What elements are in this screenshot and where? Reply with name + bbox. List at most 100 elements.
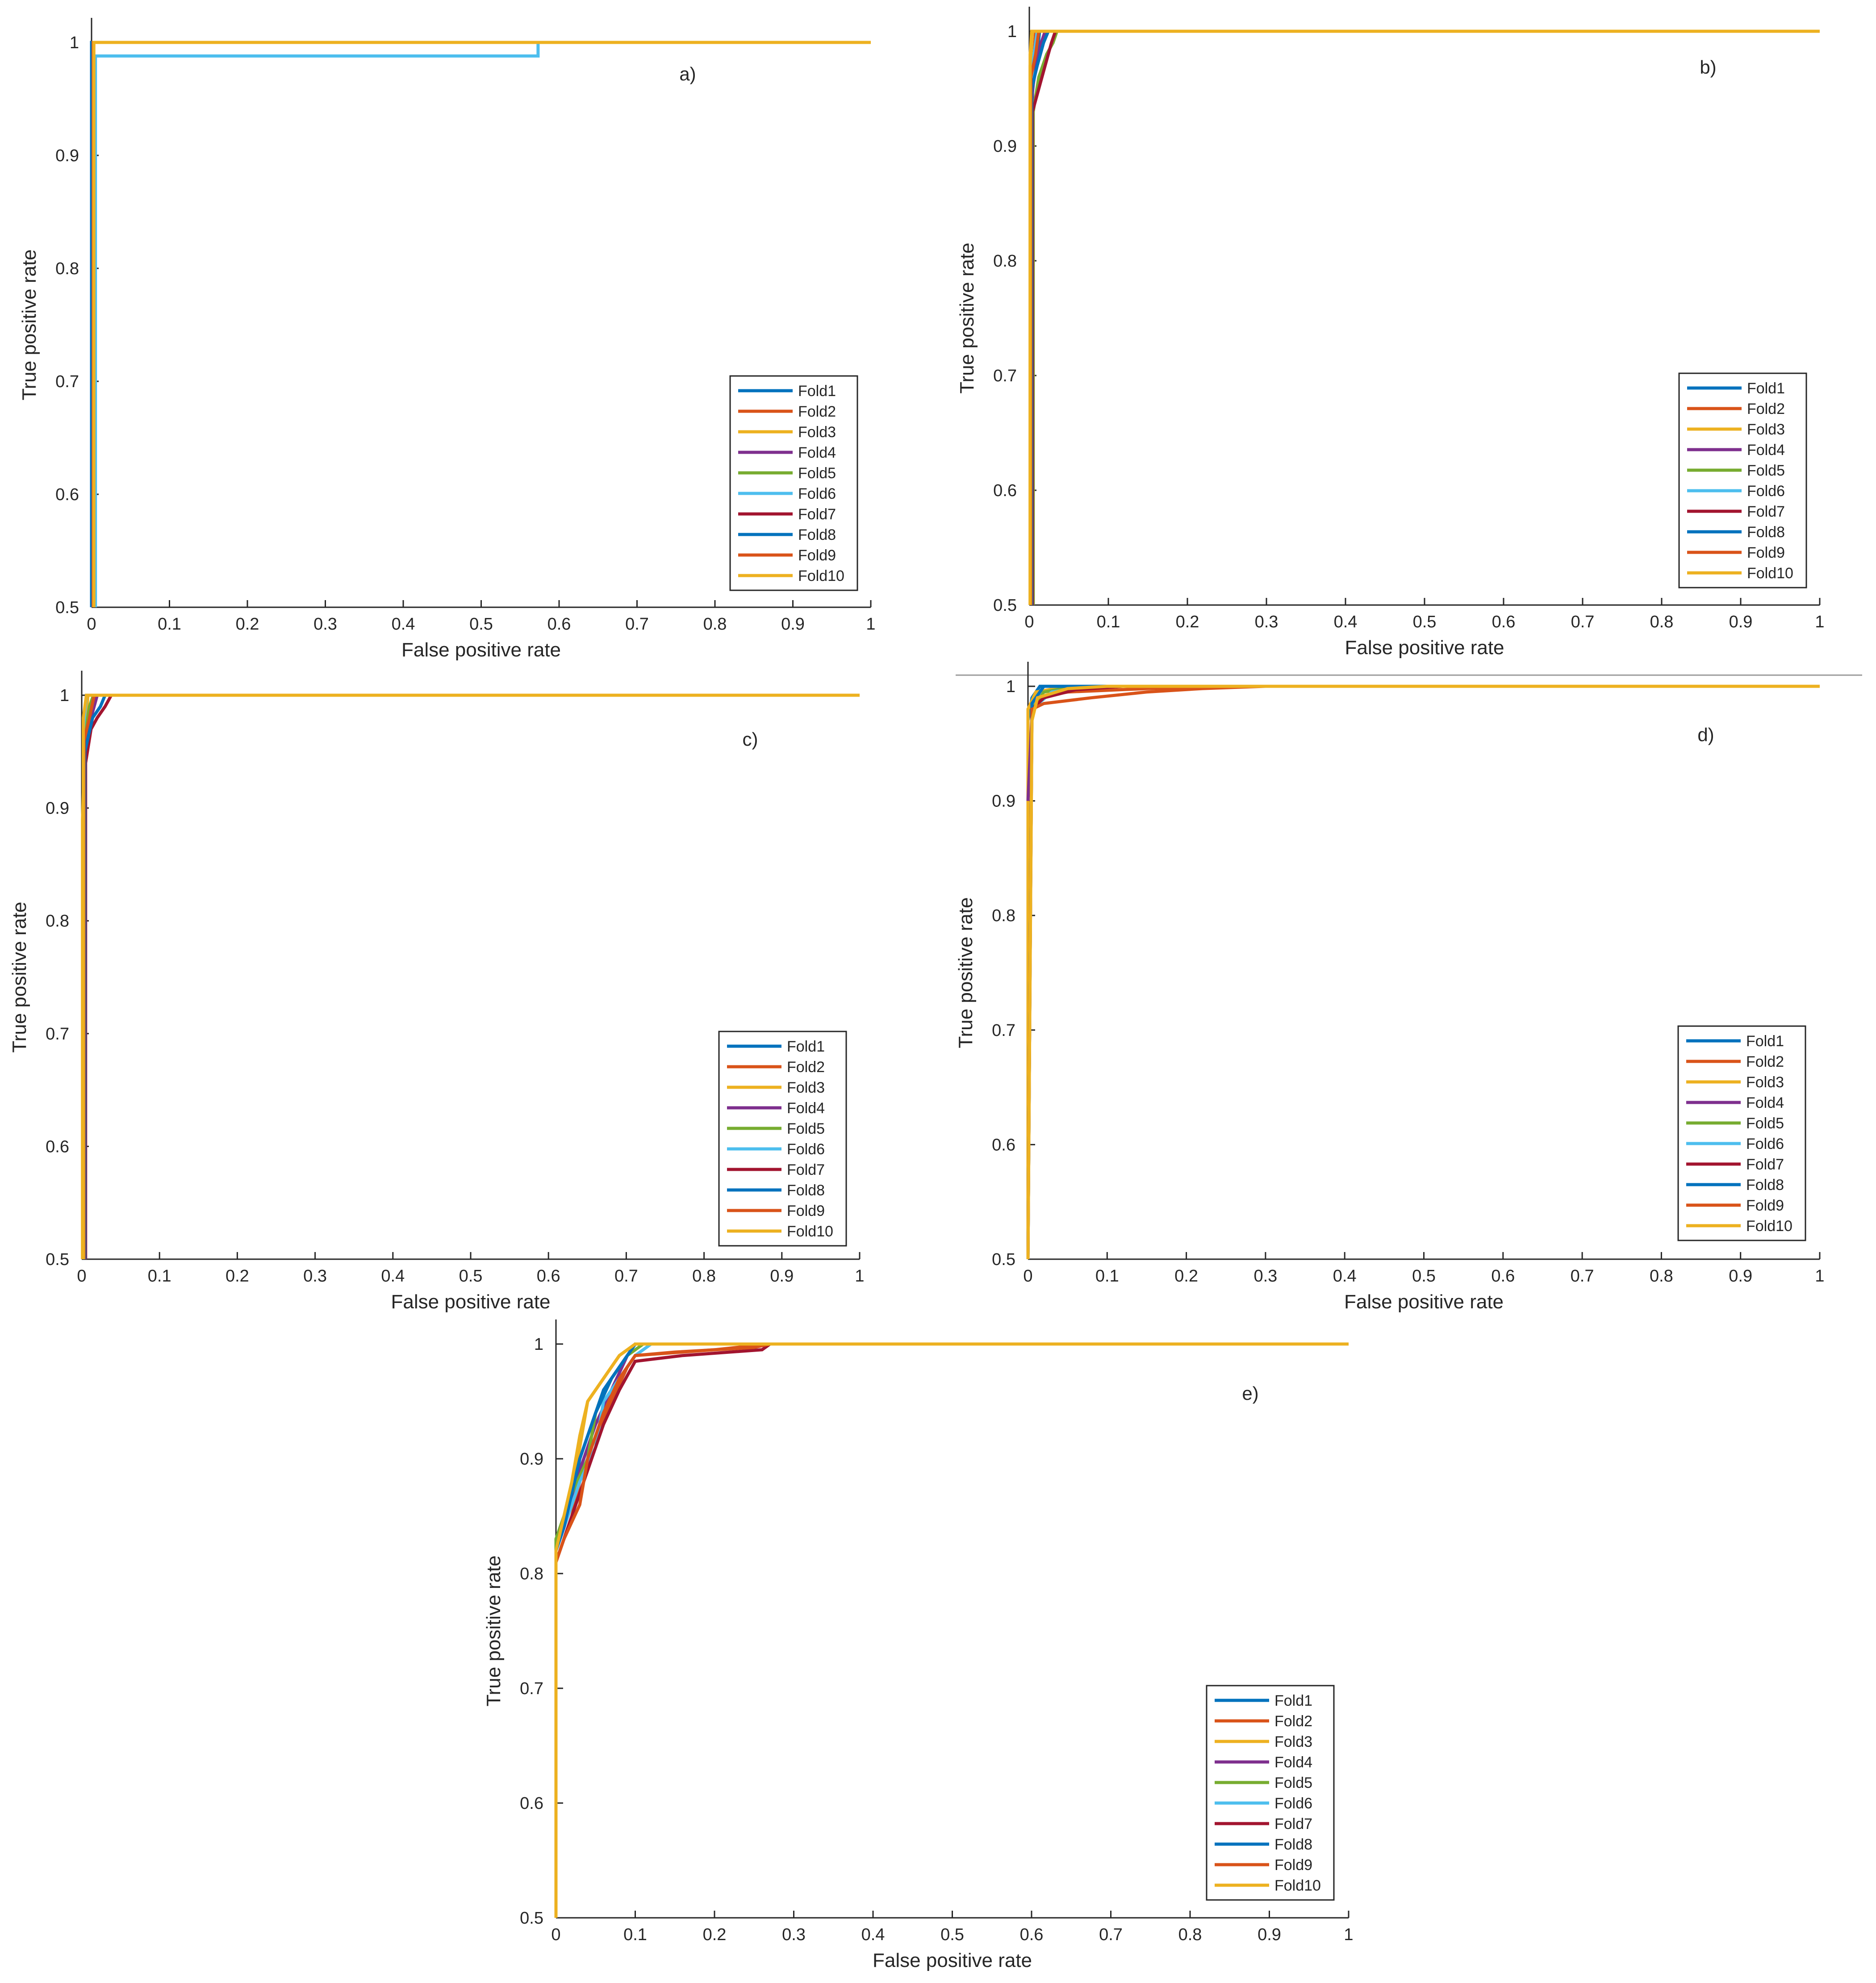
legend-label: Fold6 <box>798 485 836 502</box>
y-tick-label: 1 <box>60 686 69 705</box>
y-tick-label: 0.9 <box>46 799 69 818</box>
legend-label: Fold7 <box>1747 503 1785 520</box>
x-tick-label: 0.7 <box>1099 1925 1123 1944</box>
y-tick-label: 0.7 <box>55 372 79 391</box>
x-tick-label: 0 <box>87 615 96 634</box>
legend-label: Fold7 <box>1746 1156 1784 1173</box>
x-tick-label: 0.9 <box>1729 1267 1752 1286</box>
x-tick-label: 0.3 <box>313 615 337 634</box>
legend-box <box>729 375 858 591</box>
y-tick-label: 1 <box>1007 22 1017 41</box>
legend-label: Fold10 <box>1274 1877 1321 1894</box>
legend-box <box>718 1031 847 1247</box>
legend-label: Fold5 <box>798 465 836 482</box>
y-tick-label: 0.6 <box>520 1794 543 1813</box>
x-tick-label: 0.4 <box>861 1925 885 1944</box>
y-tick-label: 0.8 <box>993 252 1017 271</box>
x-axis-label: False positive rate <box>401 639 561 661</box>
x-tick-label: 0.2 <box>703 1925 727 1944</box>
legend-label: Fold2 <box>787 1059 825 1076</box>
y-tick-label: 0.9 <box>520 1450 543 1469</box>
x-tick-label: 0.7 <box>1571 613 1595 631</box>
x-tick-label: 0.5 <box>940 1925 964 1944</box>
series-line-fold7 <box>1031 29 1820 605</box>
series-line-fold10 <box>554 1342 1349 1918</box>
x-tick-label: 0.1 <box>1095 1267 1119 1286</box>
legend-label: Fold2 <box>1274 1713 1312 1730</box>
series-line-fold10 <box>82 693 860 1259</box>
legend: Fold1 Fold2 Fold3 Fold4 Fold5 Fold6 Fold7 Fold8… <box>729 375 858 591</box>
x-tick-label: 0.7 <box>614 1267 638 1286</box>
legend: Fold1 Fold2 Fold3 Fold4 Fold5 Fold6 Fold7 Fold8… <box>718 1031 847 1247</box>
legend-label: Fold4 <box>787 1100 825 1117</box>
x-tick-label: 0.4 <box>392 615 415 634</box>
legend: Fold1 Fold2 Fold3 Fold4 Fold5 Fold6 Fold7 Fold8… <box>1678 372 1807 589</box>
series-line-fold10 <box>92 41 871 607</box>
legend-label: Fold8 <box>787 1182 825 1199</box>
legend-label: Fold4 <box>1274 1754 1312 1771</box>
y-axis-label: True positive rate <box>956 242 978 393</box>
x-tick-label: 0.1 <box>148 1267 171 1286</box>
legend-label: Fold10 <box>1747 565 1793 582</box>
legend-label: Fold3 <box>787 1079 825 1096</box>
x-tick-label: 1 <box>1815 1267 1824 1286</box>
panel-e: 0 0.1 0.2 0.3 0.4 0.5 0.6 0.7 0.8 0.9 1 0.5 0.6 0.7 0.… <box>483 1319 1354 1971</box>
panel-a: 0 0.1 0.2 0.3 0.4 0.5 0.6 0.7 0.8 0.9 1 0.5 0.6 0.7 0.… <box>18 18 876 661</box>
x-tick-label: 0.3 <box>1255 613 1279 631</box>
x-tick-label: 0.5 <box>469 615 493 634</box>
legend-label: Fold9 <box>787 1202 825 1219</box>
x-tick-label: 0.1 <box>1097 613 1120 631</box>
series-group <box>1028 29 1820 605</box>
x-tick-label: 0.1 <box>158 615 181 634</box>
legend-label: Fold1 <box>1746 1033 1784 1050</box>
x-tick-label: 0.8 <box>703 615 727 634</box>
x-tick-label: 0.9 <box>781 615 805 634</box>
legend-label: Fold6 <box>1747 483 1785 500</box>
panel-label: e) <box>1242 1383 1258 1404</box>
x-tick-label: 0.4 <box>1334 613 1358 631</box>
panel-label: a) <box>679 63 696 84</box>
y-axis-label: True positive rate <box>483 1555 505 1706</box>
legend-label: Fold6 <box>1746 1136 1784 1152</box>
legend-label: Fold8 <box>1747 524 1785 541</box>
x-tick-label: 0.3 <box>303 1267 327 1286</box>
x-tick-label: 0.9 <box>1258 1925 1281 1944</box>
legend-label: Fold5 <box>1747 462 1785 479</box>
y-tick-label: 0.6 <box>992 1136 1015 1154</box>
series-line-fold10 <box>1028 29 1820 605</box>
y-tick-label: 0.8 <box>520 1565 543 1583</box>
x-tick-label: 0.8 <box>1650 613 1674 631</box>
legend-label: Fold7 <box>798 506 836 523</box>
y-tick-label: 1 <box>1006 677 1015 696</box>
x-tick-label: 0.6 <box>1491 1267 1515 1286</box>
x-tick-label: 0.3 <box>1253 1267 1277 1286</box>
legend-label: Fold5 <box>1274 1774 1312 1791</box>
x-tick-label: 0.9 <box>770 1267 794 1286</box>
legend-label: Fold3 <box>1274 1733 1312 1750</box>
x-axis-label: False positive rate <box>1345 637 1504 659</box>
y-tick-label: 0.5 <box>993 596 1017 615</box>
x-tick-label: 0.6 <box>537 1267 560 1286</box>
legend-label: Fold2 <box>798 403 836 420</box>
y-axis-label: True positive rate <box>8 902 30 1052</box>
y-tick-label: 0.7 <box>520 1679 543 1698</box>
y-axis-label: True positive rate <box>955 897 977 1048</box>
legend-label: Fold5 <box>1746 1115 1784 1132</box>
panel-label: d) <box>1697 724 1714 745</box>
x-tick-label: 0 <box>1023 1267 1032 1286</box>
series-line-fold9 <box>554 1342 1349 1918</box>
x-axis-label: False positive rate <box>1344 1291 1504 1313</box>
legend-label: Fold9 <box>1746 1197 1784 1214</box>
x-tick-label: 0.1 <box>623 1925 647 1944</box>
x-tick-label: 0.2 <box>226 1267 249 1286</box>
x-tick-label: 0.2 <box>236 615 259 634</box>
x-tick-label: 0.8 <box>692 1267 716 1286</box>
x-tick-label: 0 <box>77 1267 86 1286</box>
legend: Fold1 Fold2 Fold3 Fold4 Fold5 Fold6 Fold7 Fold8… <box>1677 1025 1806 1241</box>
x-tick-label: 0.5 <box>1413 613 1437 631</box>
x-tick-label: 0 <box>1024 613 1034 631</box>
y-tick-label: 0.5 <box>46 1250 69 1269</box>
legend: Fold1 Fold2 Fold3 Fold4 Fold5 Fold6 Fold7 Fold8… <box>1206 1685 1335 1901</box>
panel-label: b) <box>1700 57 1716 78</box>
